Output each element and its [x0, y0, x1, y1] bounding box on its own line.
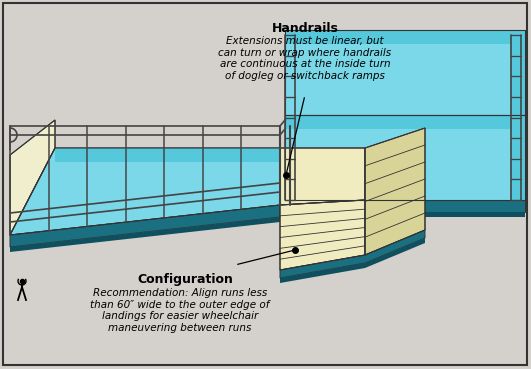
Polygon shape — [285, 200, 525, 212]
Text: Configuration: Configuration — [137, 273, 233, 286]
Polygon shape — [285, 212, 525, 217]
Text: Recommendation: Align runs less
than 60″ wide to the outer edge of
landings for : Recommendation: Align runs less than 60″… — [90, 288, 270, 333]
Polygon shape — [55, 148, 280, 162]
Polygon shape — [10, 205, 280, 247]
Polygon shape — [280, 238, 425, 283]
Polygon shape — [10, 120, 55, 235]
Polygon shape — [511, 30, 525, 115]
Polygon shape — [280, 230, 425, 278]
Text: Handrails: Handrails — [271, 22, 338, 35]
Polygon shape — [280, 148, 365, 205]
Polygon shape — [10, 148, 280, 235]
Polygon shape — [285, 115, 525, 129]
Polygon shape — [285, 30, 525, 44]
Polygon shape — [280, 200, 365, 270]
Polygon shape — [365, 128, 425, 255]
Polygon shape — [285, 115, 525, 200]
Text: Extensions must be linear, but
can turn or wrap where handrails
are continuous a: Extensions must be linear, but can turn … — [218, 36, 391, 81]
Polygon shape — [285, 30, 525, 115]
Polygon shape — [10, 217, 280, 252]
Polygon shape — [511, 115, 525, 200]
